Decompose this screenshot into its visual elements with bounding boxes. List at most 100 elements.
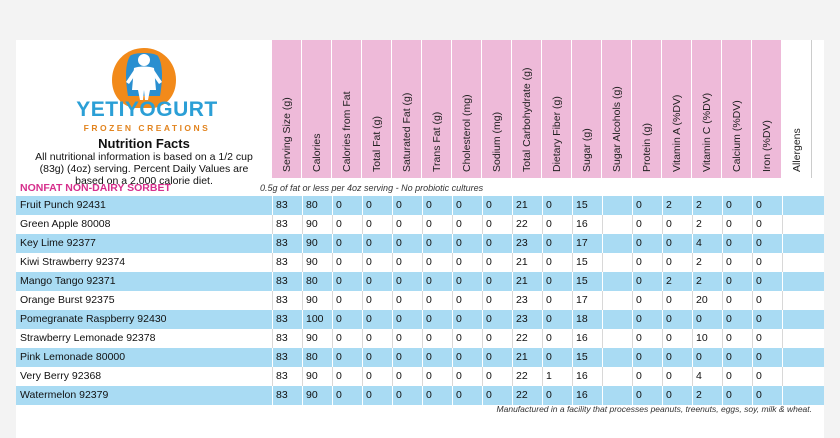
column-header-label: Vitamin C (%DV) xyxy=(700,92,713,172)
table-cell: 83 xyxy=(272,291,302,310)
table-cell: 15 xyxy=(572,196,602,215)
table-cell: 4 xyxy=(692,234,722,253)
table-cell: 0 xyxy=(452,215,482,234)
row-flavor-name: Watermelon 92379 xyxy=(20,389,109,401)
column-header: Trans Fat (g) xyxy=(422,40,452,178)
table-cell: 0 xyxy=(482,215,512,234)
column-header: Protein (g) xyxy=(632,40,662,178)
table-cell: 22 xyxy=(512,215,542,234)
column-header-label: Saturated Fat (g) xyxy=(400,92,413,172)
table-cell: 21 xyxy=(512,272,542,291)
column-header: Vitamin C (%DV) xyxy=(692,40,722,178)
table-cell: 0 xyxy=(542,196,572,215)
table-cell: 0 xyxy=(662,367,692,386)
table-cell xyxy=(782,196,812,215)
table-cell: 100 xyxy=(302,310,332,329)
table-cell: 10 xyxy=(692,329,722,348)
table-cell: 83 xyxy=(272,215,302,234)
table-cell: 0 xyxy=(392,310,422,329)
brand-name: YETIYOGURT xyxy=(72,98,222,122)
row-flavor-name: Strawberry Lemonade 92378 xyxy=(20,332,156,344)
table-cell: 15 xyxy=(572,272,602,291)
table-cell: 0 xyxy=(692,310,722,329)
table-cell: 0 xyxy=(422,272,452,291)
table-cell: 83 xyxy=(272,367,302,386)
table-cell: 0 xyxy=(542,310,572,329)
table-cell: 16 xyxy=(572,215,602,234)
column-header: Calories from Fat xyxy=(332,40,362,178)
table-cell xyxy=(602,367,632,386)
table-cell: 80 xyxy=(302,272,332,291)
brand-tagline: FROZEN CREATIONS xyxy=(83,123,211,133)
table-cell xyxy=(602,253,632,272)
table-cell: 0 xyxy=(722,386,752,405)
table-cell: 0 xyxy=(542,253,572,272)
table-cell: 0 xyxy=(452,234,482,253)
table-cell: 0 xyxy=(482,196,512,215)
table-cell: 0 xyxy=(332,234,362,253)
table-cell: 0 xyxy=(422,253,452,272)
column-header-label: Allergens xyxy=(790,128,803,172)
table-cell: 0 xyxy=(542,215,572,234)
column-header: Sugar (g) xyxy=(572,40,602,178)
column-header-label: Dietary Fiber (g) xyxy=(550,96,563,172)
table-cell: 0 xyxy=(752,348,782,367)
column-header: Allergens xyxy=(782,40,812,178)
column-header-label: Calories xyxy=(310,133,323,172)
table-cell: 0 xyxy=(332,348,362,367)
table-cell: 0 xyxy=(632,215,662,234)
table-cell: 0 xyxy=(662,348,692,367)
table-cell: 2 xyxy=(692,215,722,234)
table-row: Orange Burst 92375 83 90 0 0 0 0 0 0 23 0 17 0 0 20 0 0 xyxy=(16,291,824,310)
table-cell: 83 xyxy=(272,272,302,291)
table-cell xyxy=(602,196,632,215)
table-cell: 0 xyxy=(422,234,452,253)
table-cell: 0 xyxy=(542,234,572,253)
column-header: Vitamin A (%DV) xyxy=(662,40,692,178)
table-cell: 0 xyxy=(422,310,452,329)
row-flavor-name: Kiwi Strawberry 92374 xyxy=(20,256,126,268)
section-title: NONFAT NON-DAIRY SORBET xyxy=(20,182,171,194)
table-cell: 0 xyxy=(722,272,752,291)
table-cell: 0 xyxy=(332,272,362,291)
table-cell: 0 xyxy=(722,348,752,367)
nutrition-description: All nutritional information is based on … xyxy=(35,151,253,187)
table-cell: 0 xyxy=(752,196,782,215)
table-cell: 2 xyxy=(692,253,722,272)
table-cell: 0 xyxy=(542,386,572,405)
table-cell xyxy=(782,291,812,310)
column-header-label: Total Fat (g) xyxy=(370,115,383,172)
table-cell xyxy=(602,234,632,253)
table-cell: 0 xyxy=(452,367,482,386)
table-cell: 0 xyxy=(482,272,512,291)
table-cell: 0 xyxy=(752,291,782,310)
table-cell: 0 xyxy=(392,253,422,272)
table-cell: 0 xyxy=(452,310,482,329)
table-cell xyxy=(782,367,812,386)
table-cell xyxy=(782,310,812,329)
column-header-label: Iron (%DV) xyxy=(760,120,773,172)
table-cell: 0 xyxy=(722,329,752,348)
column-header: Dietary Fiber (g) xyxy=(542,40,572,178)
table-cell: 20 xyxy=(692,291,722,310)
table-cell: 0 xyxy=(632,329,662,348)
table-cell: 15 xyxy=(572,253,602,272)
table-cell: 83 xyxy=(272,348,302,367)
table-cell: 0 xyxy=(422,386,452,405)
table-cell: 0 xyxy=(422,329,452,348)
table-cell: 0 xyxy=(542,329,572,348)
column-header-label: Sodium (mg) xyxy=(490,111,503,172)
table-cell: 0 xyxy=(362,310,392,329)
brand-name-yogurt: YOGURT xyxy=(124,98,218,121)
table-cell: 17 xyxy=(572,291,602,310)
table-cell: 0 xyxy=(452,329,482,348)
table-row: Pomegranate Raspberry 92430 83 100 0 0 0 0 0 0 23… xyxy=(16,310,824,329)
column-header-label: Serving Size (g) xyxy=(280,97,293,172)
table-cell: 0 xyxy=(722,215,752,234)
table-cell: 0 xyxy=(332,291,362,310)
table-cell: 0 xyxy=(632,196,662,215)
table-cell: 83 xyxy=(272,234,302,253)
table-cell: 22 xyxy=(512,386,542,405)
table-cell: 0 xyxy=(362,196,392,215)
table-cell: 21 xyxy=(512,196,542,215)
